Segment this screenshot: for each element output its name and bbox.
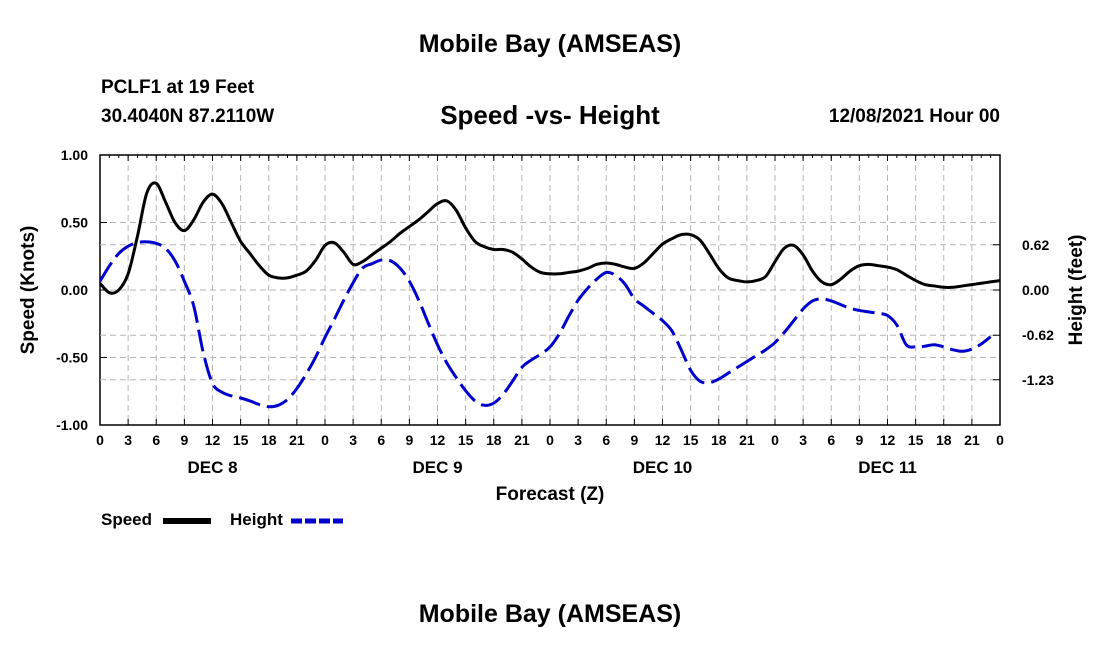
y-tick-label: 0.50 [61,215,88,231]
series-line-height [100,240,992,409]
x-tick-label: 12 [880,432,896,448]
day-label: DEC 8 [187,458,237,477]
x-tick-label: 0 [771,432,779,448]
axes-layer: 0 3 6 9 12 15 18 21 0 3 6 9 12 15 18 21 0 3 6 9 12 15 18 21 0 3 6 9… [56,147,1054,477]
x-tick-label: 6 [152,432,160,448]
legend-height-swatch [291,518,343,524]
y2-tick-label: -1.23 [1022,372,1054,388]
x-tick-label: 9 [855,432,863,448]
x-tick-label: 0 [321,432,329,448]
x-tick-label: 0 [996,432,1004,448]
x-tick-label: 18 [261,432,277,448]
x-tick-label: 9 [405,432,413,448]
series-line-speed [100,181,1000,295]
y-tick-label: 0.00 [61,282,88,298]
x-tick-label: 21 [289,432,305,448]
y-tick-label: -1.00 [56,417,88,433]
y-tick-label: 1.00 [61,147,88,163]
datetime-label: 12/08/2021 Hour 00 [828,106,1000,127]
y2-tick-label: 0.00 [1022,282,1049,298]
x-tick-label: 9 [630,432,638,448]
x-axis-title: Forecast (Z) [496,484,605,505]
x-tick-label: 12 [205,432,221,448]
y2-tick-label: -0.62 [1022,327,1054,343]
station-label: PCLF1 at 19 Feet [101,77,255,98]
y-axis-title: Speed (Knots) [18,226,39,355]
x-tick-label: 3 [574,432,582,448]
bottom-title: Mobile Bay (AMSEAS) [418,600,682,628]
x-tick-label: 15 [908,432,924,448]
day-label: DEC 10 [633,458,693,477]
x-tick-label: 21 [514,432,530,448]
x-tick-label: 9 [180,432,188,448]
chart-title: Speed -vs- Height [440,100,660,130]
x-tick-label: 12 [655,432,671,448]
x-tick-label: 3 [349,432,357,448]
y-tick-label: -0.50 [56,350,88,366]
x-tick-label: 18 [486,432,502,448]
x-tick-label: 21 [739,432,755,448]
x-tick-label: 15 [458,432,474,448]
x-tick-label: 3 [124,432,132,448]
legend-speed-swatch [163,518,211,524]
location-label: 30.4040N 87.2110W [101,106,275,127]
x-tick-label: 3 [799,432,807,448]
x-tick-label: 6 [377,432,385,448]
x-tick-label: 0 [96,432,104,448]
x-tick-label: 15 [683,432,699,448]
legend-height-label: Height [230,510,283,529]
x-tick-label: 21 [964,432,980,448]
x-tick-label: 18 [936,432,952,448]
x-tick-label: 6 [827,432,835,448]
x-tick-label: 0 [546,432,554,448]
y2-tick-label: 0.62 [1022,237,1049,253]
x-tick-label: 12 [430,432,446,448]
series-layer [100,181,1000,409]
legend-speed-label: Speed [101,510,153,529]
y2-axis-title: Height (feet) [1066,235,1087,346]
top-title: Mobile Bay (AMSEAS) [418,30,682,58]
x-tick-label: 15 [233,432,249,448]
grid-layer [100,155,1000,425]
day-label: DEC 11 [858,458,917,477]
speed-height-chart: 0 3 6 9 12 15 18 21 0 3 6 9 12 15 18 21 0 3 6 9 12 15 18 21 0 3 6 9… [18,147,1087,505]
x-tick-label: 6 [602,432,610,448]
x-tick-label: 18 [711,432,727,448]
day-label: DEC 9 [412,458,462,477]
